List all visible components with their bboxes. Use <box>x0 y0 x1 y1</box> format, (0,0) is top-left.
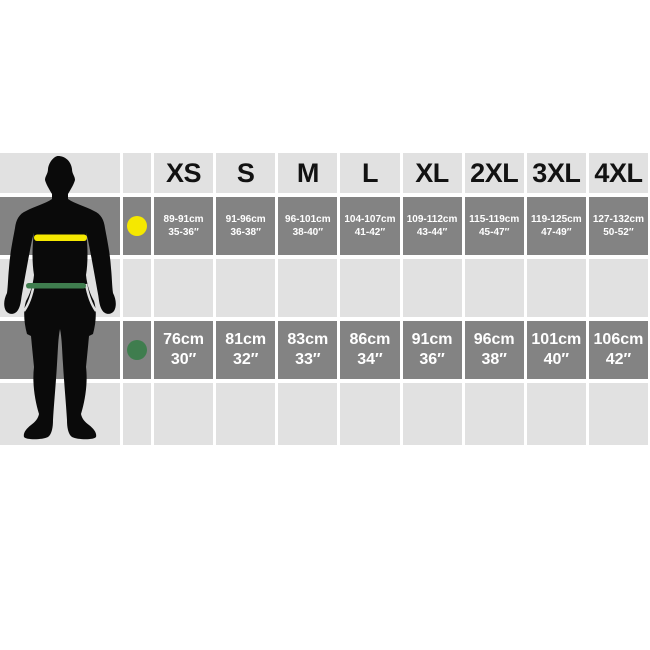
size-label: XL <box>415 157 449 188</box>
waist-marker-cell <box>123 321 151 379</box>
chest-cm: 96-101cm <box>285 214 331 225</box>
bottom-cell <box>340 383 400 445</box>
size-header-4xl: 4XL <box>588 153 648 193</box>
marker-column-bottom-cell <box>123 383 151 445</box>
chest-cm: 127-132cm <box>592 214 645 225</box>
spacer-cell <box>340 259 400 317</box>
chest-value-3xl: 119-125cm 47-49″ <box>526 197 586 255</box>
size-header-2xl: 2XL <box>464 153 524 193</box>
waist-in: 38″ <box>481 351 507 368</box>
chest-in: 41-42″ <box>354 227 386 238</box>
chest-cm: 89-91cm <box>163 214 204 225</box>
bottom-cell <box>278 383 338 445</box>
chest-in: 38-40″ <box>292 227 323 238</box>
chest-cm: 91-96cm <box>225 214 266 225</box>
body-silhouette <box>4 156 116 440</box>
chest-cm: 109-112cm <box>406 214 458 225</box>
waist-cm: 86cm <box>349 331 391 348</box>
chest-value-xs: 89-91cm 35-36″ <box>154 197 214 255</box>
waist-cm: 101cm <box>531 331 582 348</box>
size-chart-table: XS 89-91cm 35-36″ 76cm 30″ S 91-96cm 36-… <box>0 153 648 445</box>
spacer-cell <box>526 259 586 317</box>
waist-cm: 91cm <box>411 331 453 348</box>
waist-in: 30″ <box>170 351 197 368</box>
size-label: L <box>361 157 379 188</box>
waist-cm: 83cm <box>287 331 329 348</box>
waist-in: 40″ <box>543 351 570 368</box>
spacer-cell <box>402 259 462 317</box>
waist-value-2xl: 96cm 38″ <box>464 321 524 379</box>
chest-marker-cell <box>123 197 151 255</box>
marker-column-header-cell <box>123 153 151 193</box>
waist-value-4xl: 106cm 42″ <box>588 321 648 379</box>
chest-in: 50-52″ <box>603 227 634 238</box>
size-label: M <box>296 157 320 188</box>
arm-body-gap-right <box>84 283 97 312</box>
waist-in: 33″ <box>295 351 321 368</box>
waist-cm: 81cm <box>225 331 267 348</box>
waist-measure-line <box>26 283 86 289</box>
size-header-xs: XS <box>154 153 214 193</box>
chest-cm: 115-119cm <box>469 214 520 225</box>
waist-in: 36″ <box>419 351 445 368</box>
size-header-xl: XL <box>402 153 462 193</box>
spacer-cell <box>588 259 648 317</box>
chest-value-4xl: 127-132cm 50-52″ <box>588 197 648 255</box>
spacer-cell <box>464 259 524 317</box>
marker-column-spacer-cell <box>123 259 151 317</box>
size-label: 3XL <box>532 157 581 188</box>
waist-value-l: 86cm 34″ <box>340 321 400 379</box>
size-label: S <box>236 157 255 188</box>
bottom-cell <box>464 383 524 445</box>
size-header-3xl: 3XL <box>526 153 586 193</box>
waist-value-m: 83cm 33″ <box>278 321 338 379</box>
waist-value-3xl: 101cm 40″ <box>526 321 586 379</box>
chest-marker-dot-icon <box>127 216 147 236</box>
chest-in: 35-36″ <box>168 227 199 238</box>
chest-value-m: 96-101cm 38-40″ <box>278 197 338 255</box>
male-silhouette <box>4 156 116 440</box>
waist-in: 42″ <box>605 351 632 368</box>
chest-value-s: 91-96cm 36-38″ <box>216 197 276 255</box>
waist-in: 32″ <box>232 351 259 368</box>
chest-value-xl: 109-112cm 43-44″ <box>402 197 462 255</box>
size-label: XS <box>166 157 202 188</box>
chest-measure-line <box>34 234 87 241</box>
figure-background-cell <box>0 383 120 445</box>
bottom-cell <box>216 383 276 445</box>
bottom-cell <box>154 383 214 445</box>
chest-in: 45-47″ <box>479 227 510 238</box>
waist-value-xl: 91cm 36″ <box>402 321 462 379</box>
waist-marker-dot-icon <box>127 340 147 360</box>
size-label: 2XL <box>470 157 519 188</box>
chest-value-2xl: 115-119cm 45-47″ <box>464 197 524 255</box>
waist-cm: 106cm <box>593 331 644 348</box>
size-header-m: M <box>278 153 338 193</box>
figure-waist-band-cell <box>0 321 120 379</box>
chest-in: 36-38″ <box>230 227 261 238</box>
size-header-l: L <box>340 153 400 193</box>
chest-in: 47-49″ <box>541 227 572 238</box>
chest-cm: 119-125cm <box>531 214 582 225</box>
chest-in: 43-44″ <box>416 227 448 238</box>
chest-value-l: 104-107cm 41-42″ <box>340 197 400 255</box>
bottom-cell <box>588 383 648 445</box>
spacer-cell <box>154 259 214 317</box>
waist-cm: 76cm <box>163 331 205 348</box>
size-header-s: S <box>216 153 276 193</box>
size-label: 4XL <box>594 157 643 188</box>
bottom-cell <box>402 383 462 445</box>
waist-in: 34″ <box>357 351 383 368</box>
chest-cm: 104-107cm <box>344 214 396 225</box>
waist-cm: 96cm <box>473 331 515 348</box>
waist-value-s: 81cm 32″ <box>216 321 276 379</box>
waist-value-xs: 76cm 30″ <box>154 321 214 379</box>
bottom-cell <box>526 383 586 445</box>
spacer-cell <box>216 259 276 317</box>
spacer-cell <box>278 259 338 317</box>
